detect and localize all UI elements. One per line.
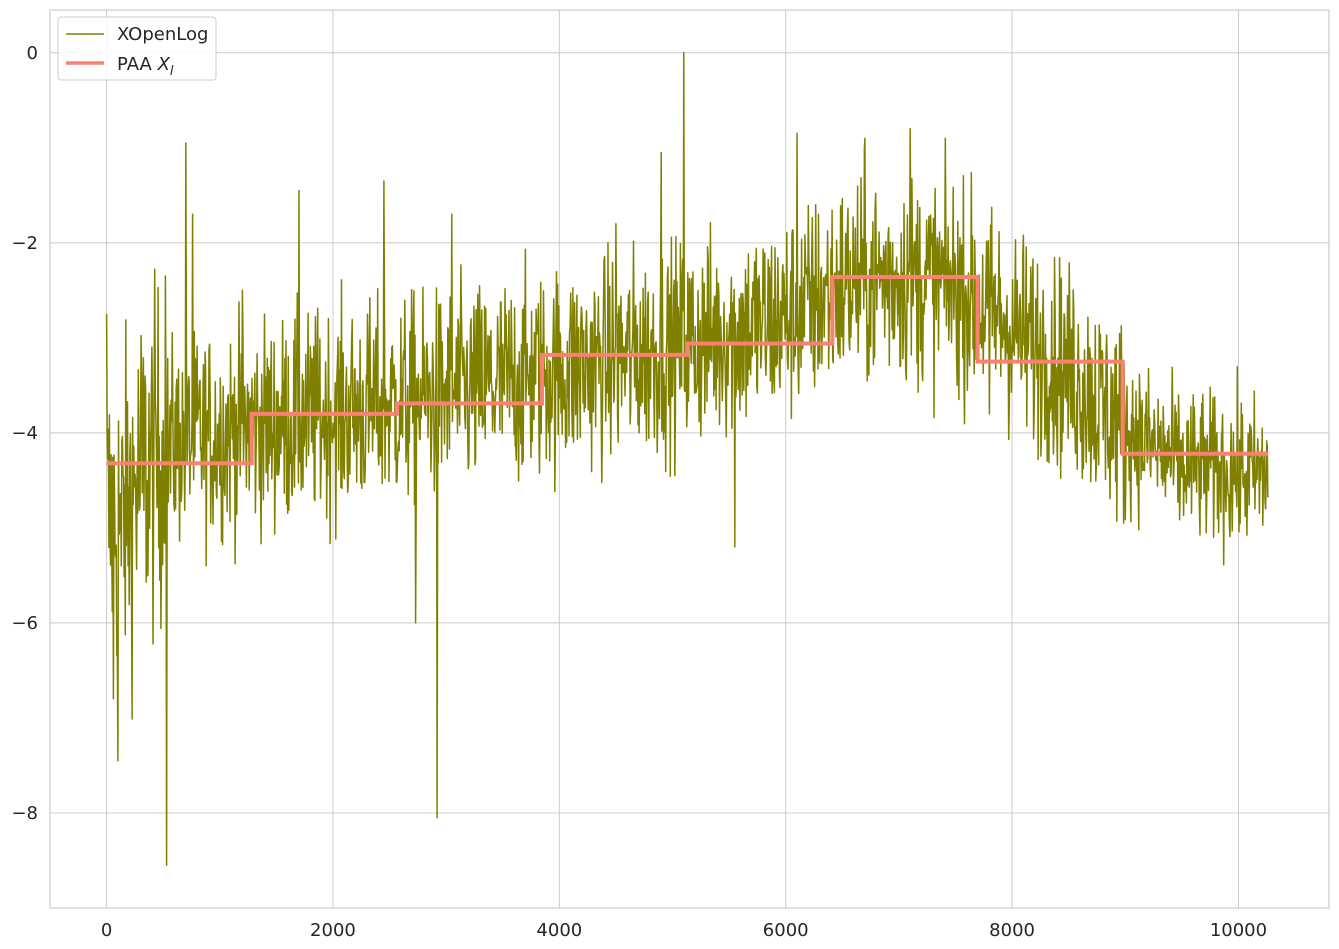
x-tick-label: 0 — [101, 920, 112, 941]
plot-frame — [49, 9, 1330, 909]
x-tick-label: 8000 — [989, 920, 1035, 941]
y-tick-label: −6 — [11, 613, 38, 634]
y-axis-ticks: 0 −2 −4 −6 −8 — [11, 43, 38, 824]
x-tick-label: 6000 — [763, 920, 809, 941]
legend: XOpenLog PAA Xl — [57, 16, 217, 81]
legend-label-paa: PAA Xl — [117, 54, 174, 79]
legend-label-paa-math: X — [157, 54, 171, 75]
y-tick-label: −4 — [11, 423, 38, 444]
legend-label-xopenlog: XOpenLog — [117, 24, 208, 45]
series-paa — [106, 275, 1268, 466]
x-tick-label: 2000 — [310, 920, 356, 941]
y-tick-label: −2 — [11, 233, 38, 254]
series-xopenlog — [105, 52, 1269, 866]
y-tick-label: −8 — [11, 803, 38, 824]
legend-label-paa-sub: l — [170, 64, 174, 79]
xopenlog-line — [105, 52, 1269, 866]
x-axis-ticks: 0 2000 4000 6000 8000 10000 — [101, 920, 1267, 941]
x-tick-label: 10000 — [1210, 920, 1267, 941]
legend-label-paa-text: PAA — [117, 54, 158, 75]
y-tick-label: 0 — [27, 43, 38, 64]
paa-step-line — [106, 275, 1268, 466]
x-tick-label: 4000 — [536, 920, 582, 941]
